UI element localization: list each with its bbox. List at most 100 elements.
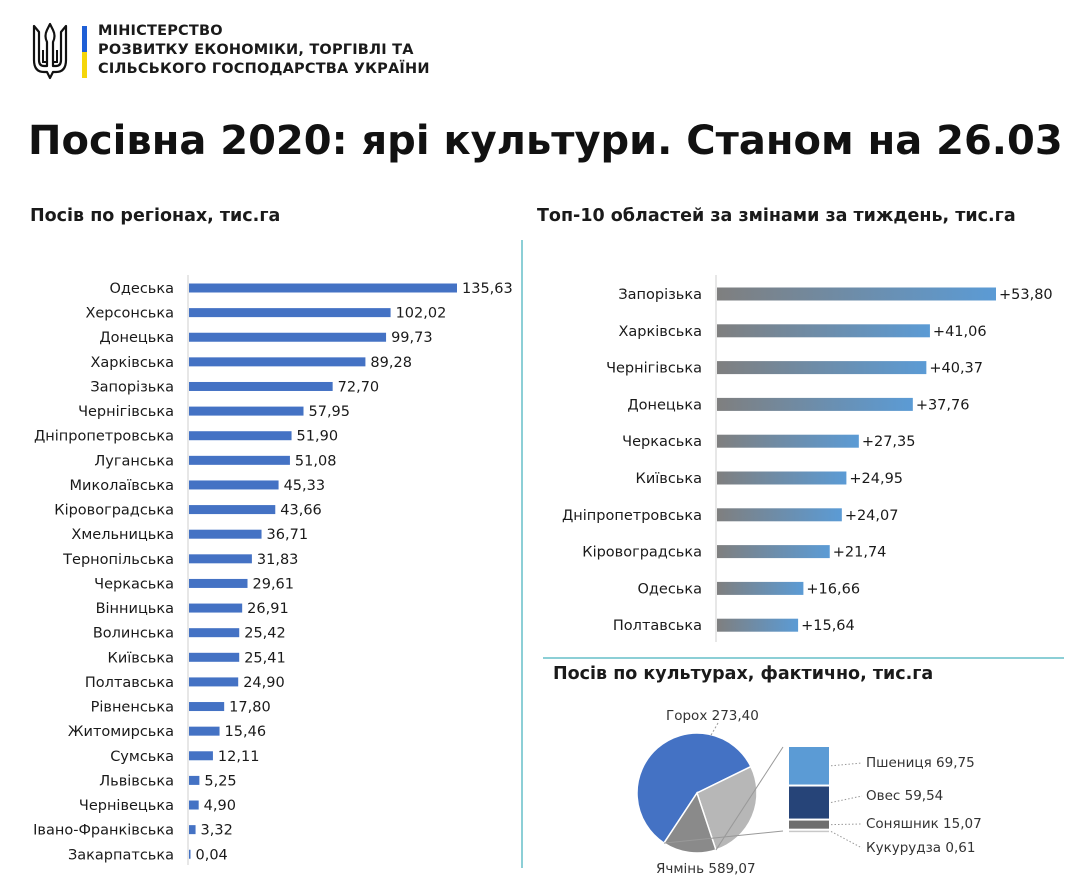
breakdown-segment [789,747,829,785]
pie-slice-label: Ячмінь 589,07 [656,861,756,875]
top10-region-label: Черкаська [622,434,702,450]
top10-region-label: Кіровоградська [582,545,702,561]
top10-value-label: +40,37 [929,361,983,377]
region-label: Чернігівська [78,404,174,420]
flag-yellow-stripe [82,52,87,78]
pie-leader-line [709,722,719,738]
region-value-label: 102,02 [396,306,447,322]
region-value-label: 4,90 [204,798,236,814]
region-bar [189,628,240,638]
top10-bar [717,471,847,485]
region-label: Дніпропетровська [34,429,174,445]
top10-bar [717,581,804,595]
regions-chart-title: Посів по регіонах, тис.га [30,206,281,226]
region-label: Волинська [93,626,174,642]
region-value-label: 31,83 [257,552,299,568]
region-value-label: 99,73 [391,330,433,346]
top10-value-label: +24,07 [845,508,899,524]
top10-bar-chart: Запорізька +53,80 Харківська +41,06 Чернігів… [562,275,1053,642]
region-bar [189,431,292,441]
breakdown-leader-line [830,795,863,804]
region-value-label: 12,11 [218,749,260,765]
region-value-label: 24,90 [243,675,285,691]
region-value-label: 25,42 [244,626,286,642]
top10-value-label: +37,76 [916,397,970,413]
breakdown-leader-line [830,830,863,849]
region-label: Запорізька [90,379,174,395]
crops-pie-chart: Горох 273,40 Ячмінь 589,07 Пшениця 69,75 Ов… [636,708,982,875]
region-value-label: 57,95 [309,404,351,420]
pie-slice [696,765,758,851]
region-bar [189,529,262,539]
top10-bar [717,287,996,301]
top10-region-label: Дніпропетровська [562,508,702,524]
top10-region-label: Київська [636,471,702,487]
region-bar [189,455,290,465]
region-value-label: 72,70 [338,379,380,395]
region-bar [189,505,276,515]
top10-region-label: Донецька [627,397,702,413]
breakdown-leader-line [830,762,863,767]
region-label: Полтавська [85,675,174,691]
region-bar [189,308,391,318]
region-label: Рівненська [91,700,174,716]
pie-slice [662,791,717,854]
top10-region-label: Запорізька [618,287,702,303]
region-bar [189,381,333,391]
region-label: Миколаївська [70,478,174,494]
region-value-label: 25,41 [244,650,286,666]
breakdown-segment [789,820,829,829]
ministry-line: СІЛЬСЬКОГО ГОСПОДАРСТВА УКРАЇНИ [98,61,430,77]
top10-value-label: +53,80 [999,287,1053,303]
region-bar [189,283,457,293]
region-bar [189,603,243,613]
region-bar [189,480,279,490]
top10-bar [717,508,842,522]
connector-line [663,830,784,844]
region-value-label: 51,08 [295,453,337,469]
region-value-label: 29,61 [253,576,295,592]
trident-emblem-icon [32,22,68,80]
region-label: Донецька [99,330,174,346]
region-value-label: 0,04 [196,847,228,863]
region-value-label: 89,28 [370,355,412,371]
region-bar [189,702,225,712]
region-label: Херсонська [85,306,174,322]
top10-value-label: +41,06 [933,324,987,340]
region-value-label: 43,66 [280,503,322,519]
ministry-name: МІНІСТЕРСТВО РОЗВИТКУ ЕКОНОМІКИ, ТОРГІВЛ… [98,22,430,79]
region-label: Сумська [110,749,174,765]
flag-blue-stripe [82,26,87,52]
region-bar [189,578,248,588]
ministry-line: РОЗВИТКУ ЕКОНОМІКИ, ТОРГІВЛІ ТА [98,42,414,58]
pie-slice-label: Горох 273,40 [666,708,759,724]
top10-chart-title: Топ-10 областей за змінами за тиждень, т… [537,206,1016,226]
region-label: Кіровоградська [54,503,174,519]
region-value-label: 135,63 [462,281,513,297]
breakdown-label: Пшениця 69,75 [866,755,975,771]
region-bar [189,332,387,342]
region-label: Чернівецька [79,798,174,814]
top10-region-label: Полтавська [613,618,702,634]
top10-value-label: +15,64 [801,618,855,634]
connector-line [715,746,784,851]
top10-bar [717,545,830,559]
top10-value-label: +16,66 [806,581,860,597]
region-value-label: 51,90 [297,429,339,445]
region-label: Одеська [109,281,174,297]
top10-region-label: Одеська [637,581,702,597]
top10-region-label: Харківська [618,324,702,340]
region-value-label: 3,32 [201,823,233,839]
region-bar [189,775,200,785]
region-value-label: 45,33 [284,478,326,494]
top10-bar [717,397,913,411]
crops-chart-title: Посів по культурах, фактично, тис.га [553,664,934,684]
region-bar [189,677,239,687]
top10-bar [717,324,930,338]
top10-bar [717,361,927,375]
region-value-label: 5,25 [204,773,236,789]
top10-value-label: +21,74 [833,545,887,561]
region-bar [189,554,252,564]
region-label: Тернопільська [62,552,174,568]
